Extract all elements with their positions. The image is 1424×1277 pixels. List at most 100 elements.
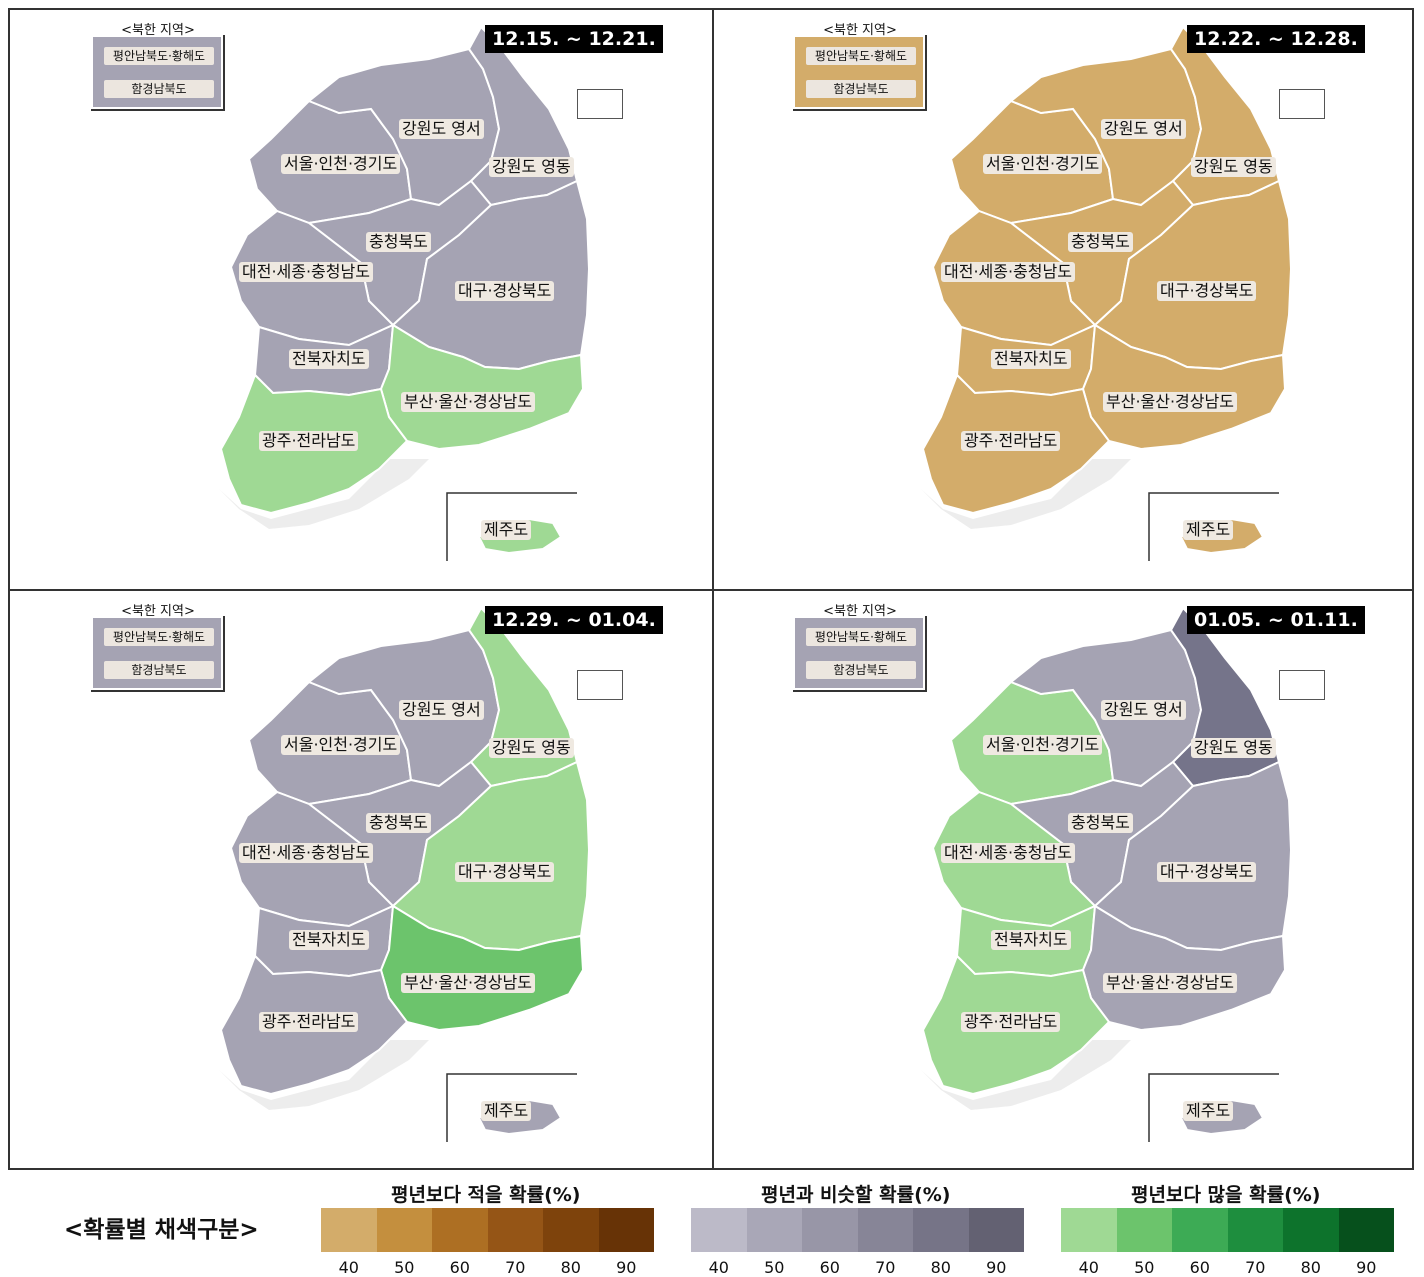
legend-color-bar xyxy=(321,1208,654,1252)
region-label: 광주·전라남도 xyxy=(259,1012,359,1032)
island-background xyxy=(209,459,429,529)
island-background xyxy=(209,1040,429,1110)
north-korea-box xyxy=(793,35,927,111)
legend-swatch xyxy=(1338,1208,1394,1252)
region-label: 전북자치도 xyxy=(991,349,1071,369)
legend-swatch xyxy=(802,1208,858,1252)
region-label: 강원도 영서 xyxy=(399,119,484,139)
region-label: 강원도 영서 xyxy=(1101,700,1186,720)
region-label: 대전·세종·충청남도 xyxy=(239,262,373,282)
region-label: 대전·세종·충청남도 xyxy=(941,843,1075,863)
legend-group-title: 평년과 비슷할 확률(%) xyxy=(761,1184,951,1206)
legend-swatch xyxy=(432,1208,488,1252)
legend-tick-label: 80 xyxy=(930,1258,951,1277)
legend-tick-label: 90 xyxy=(986,1258,1007,1277)
region-label: 전북자치도 xyxy=(289,349,369,369)
region-label: 충청북도 xyxy=(1068,813,1133,833)
island-inset-box xyxy=(577,670,623,700)
region-label: 부산·울산·경상남도 xyxy=(401,973,535,993)
legend-tick-label: 90 xyxy=(616,1258,637,1277)
island-inset-box xyxy=(1279,670,1325,700)
legend-tick-label: 40 xyxy=(708,1258,729,1277)
legend-tick-label: 60 xyxy=(1189,1258,1210,1277)
legend-group-title: 평년보다 적을 확률(%) xyxy=(391,1184,581,1206)
island-background xyxy=(911,459,1131,529)
legend-tick-label: 60 xyxy=(449,1258,470,1277)
legend-tick-label: 70 xyxy=(875,1258,896,1277)
legend-swatch xyxy=(1227,1208,1283,1252)
jeju-inset-frame xyxy=(446,492,577,561)
north-korea-label: 평안남북도·황해도 xyxy=(806,628,916,646)
legend-swatch xyxy=(598,1208,654,1252)
region-label: 광주·전라남도 xyxy=(961,1012,1061,1032)
region-label: 강원도 영서 xyxy=(1101,119,1186,139)
north-korea-box xyxy=(793,616,927,692)
jeju-inset-frame xyxy=(1148,492,1279,561)
legend-swatch xyxy=(1172,1208,1228,1252)
map-panel: <북한 지역> 평안남북도·황해도 함경남북도 12.22. ~ 12.28. 강원도 … xyxy=(711,9,1411,587)
legend-swatch xyxy=(913,1208,969,1252)
legend-tick-label: 90 xyxy=(1356,1258,1377,1277)
region-label: 강원도 영서 xyxy=(399,700,484,720)
north-korea-label: 함경남북도 xyxy=(806,661,916,679)
map-panel: <북한 지역> 평안남북도·황해도 함경남북도 12.15. ~ 12.21. 강원도 … xyxy=(9,9,709,587)
region-label: 강원도 영동 xyxy=(489,157,574,177)
legend-tick-label: 80 xyxy=(560,1258,581,1277)
north-korea-title: <북한 지역> xyxy=(823,23,897,38)
jeju-inset-frame xyxy=(446,1073,577,1142)
legend-tick-label: 50 xyxy=(1134,1258,1155,1277)
date-badge: 01.05. ~ 01.11. xyxy=(1187,606,1365,634)
map-grid xyxy=(8,8,1414,1170)
region-label: 강원도 영동 xyxy=(489,738,574,758)
legend-group-title: 평년보다 많을 확률(%) xyxy=(1131,1184,1321,1206)
region-label: 대전·세종·충청남도 xyxy=(941,262,1075,282)
region-label: 강원도 영동 xyxy=(1191,157,1276,177)
legend-swatch xyxy=(968,1208,1024,1252)
legend-swatch xyxy=(1116,1208,1172,1252)
north-korea-title: <북한 지역> xyxy=(121,604,195,619)
region-label: 충청북도 xyxy=(366,813,431,833)
region-label: 부산·울산·경상남도 xyxy=(401,392,535,412)
north-korea-box xyxy=(91,35,225,111)
north-korea-title: <북한 지역> xyxy=(121,23,195,38)
legend-swatch xyxy=(321,1208,377,1252)
region-label: 제주도 xyxy=(481,1101,532,1121)
legend-tick-label: 80 xyxy=(1300,1258,1321,1277)
legend-swatch xyxy=(543,1208,599,1252)
north-korea-title: <북한 지역> xyxy=(823,604,897,619)
north-korea-label: 함경남북도 xyxy=(806,80,916,98)
north-korea-label: 함경남북도 xyxy=(104,80,214,98)
legend-tick-label: 50 xyxy=(394,1258,415,1277)
region-label: 제주도 xyxy=(1183,520,1234,540)
island-inset-box xyxy=(577,89,623,119)
legend-tick-label: 40 xyxy=(338,1258,359,1277)
region-label: 전북자치도 xyxy=(289,930,369,950)
region-label: 충청북도 xyxy=(366,232,431,252)
legend-swatch xyxy=(1061,1208,1117,1252)
legend-heading: <확률별 채색구분> xyxy=(64,1217,259,1243)
island-inset-box xyxy=(1279,89,1325,119)
legend-tick-label: 60 xyxy=(819,1258,840,1277)
jeju-inset-frame xyxy=(1148,1073,1279,1142)
legend-swatch xyxy=(376,1208,432,1252)
region-label: 대전·세종·충청남도 xyxy=(239,843,373,863)
north-korea-box xyxy=(91,616,225,692)
map-panel: <북한 지역> 평안남북도·황해도 함경남북도 12.29. ~ 01.04. 강원도 … xyxy=(9,590,709,1168)
region-label: 대구·경상북도 xyxy=(1157,281,1257,301)
date-badge: 12.15. ~ 12.21. xyxy=(485,25,663,53)
legend-tick-label: 50 xyxy=(764,1258,785,1277)
region-label: 부산·울산·경상남도 xyxy=(1103,392,1237,412)
grid-divider-horizontal xyxy=(10,589,1412,591)
region-label: 대구·경상북도 xyxy=(455,862,555,882)
legend-swatch xyxy=(746,1208,802,1252)
legend-tick-label: 40 xyxy=(1078,1258,1099,1277)
legend-swatch xyxy=(1283,1208,1339,1252)
legend-swatch xyxy=(691,1208,747,1252)
legend-color-bar xyxy=(1061,1208,1394,1252)
legend-swatch xyxy=(487,1208,543,1252)
region-label: 전북자치도 xyxy=(991,930,1071,950)
north-korea-label: 평안남북도·황해도 xyxy=(806,47,916,65)
region-label: 제주도 xyxy=(481,520,532,540)
region-label: 광주·전라남도 xyxy=(961,431,1061,451)
